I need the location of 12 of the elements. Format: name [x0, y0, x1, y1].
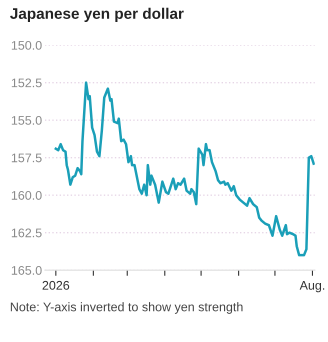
text: Note: Y-axis inverted to show yen strength [10, 302, 243, 314]
x-tick-label: 2026 [42, 280, 70, 290]
y-tick-label: 150.0 [12, 40, 42, 50]
y-tick-label: 155.0 [12, 116, 42, 125]
y-tick-label: 165.0 [12, 266, 42, 275]
y-tick-label: 152.5 [12, 78, 42, 88]
line-series [54, 81, 315, 256]
chart-title: Japanese yen per dollar [10, 8, 184, 22]
y-tick-label: 157.5 [12, 154, 42, 162]
x-tick-label: Aug. [300, 281, 324, 292]
y-tick-label: 162.5 [12, 228, 42, 238]
y-tick-label: 160.0 [12, 190, 42, 200]
